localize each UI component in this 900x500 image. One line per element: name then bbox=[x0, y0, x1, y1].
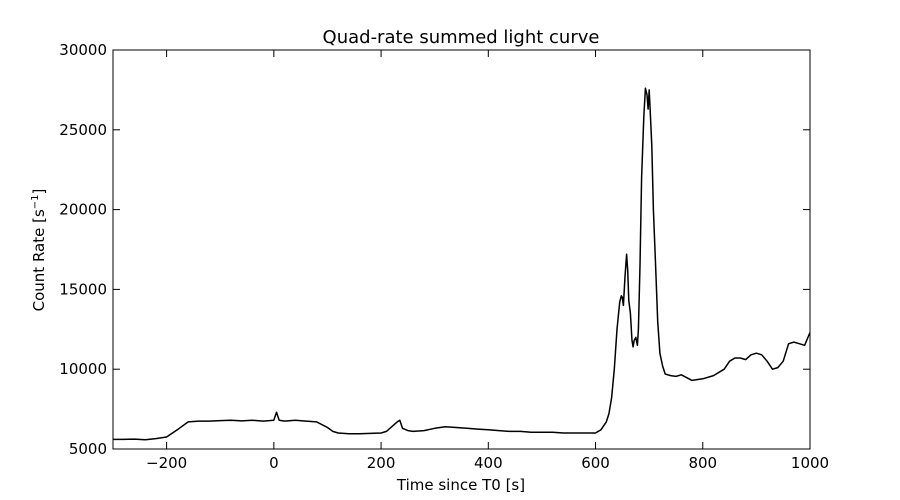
y-tick-label: 20000 bbox=[59, 201, 107, 219]
y-tick-label: 25000 bbox=[59, 121, 107, 139]
x-tick-label: 400 bbox=[474, 454, 503, 472]
y-tick-label: 10000 bbox=[59, 360, 107, 378]
x-tick-label: 1000 bbox=[791, 454, 829, 472]
x-tick-label: −200 bbox=[146, 454, 187, 472]
y-axis-title-text: Count Rate [s bbox=[30, 209, 48, 311]
y-tick-label: 5000 bbox=[69, 440, 107, 458]
plot-area bbox=[112, 49, 811, 450]
plot-frame bbox=[112, 49, 811, 450]
y-axis-title: Count Rate [s−1] bbox=[30, 189, 48, 312]
x-tick-label: 200 bbox=[367, 454, 396, 472]
y-axis-title-superscript: −1 bbox=[30, 194, 41, 209]
series-line-0 bbox=[113, 87, 811, 441]
y-axis: 5000 10000 15000 20000 25000 30000 bbox=[59, 41, 810, 458]
x-axis: −200 0 200 400 600 800 1000 bbox=[146, 50, 829, 472]
x-axis-title: Time since T0 [s] bbox=[396, 476, 525, 494]
y-tick-label: 15000 bbox=[59, 280, 107, 298]
x-tick-label: 0 bbox=[269, 454, 279, 472]
y-axis-title-close: ] bbox=[30, 189, 48, 195]
x-tick-label: 600 bbox=[581, 454, 610, 472]
x-tick-label: 800 bbox=[688, 454, 717, 472]
y-tick-label: 30000 bbox=[59, 41, 107, 59]
chart-title: Quad-rate summed light curve bbox=[323, 27, 600, 48]
